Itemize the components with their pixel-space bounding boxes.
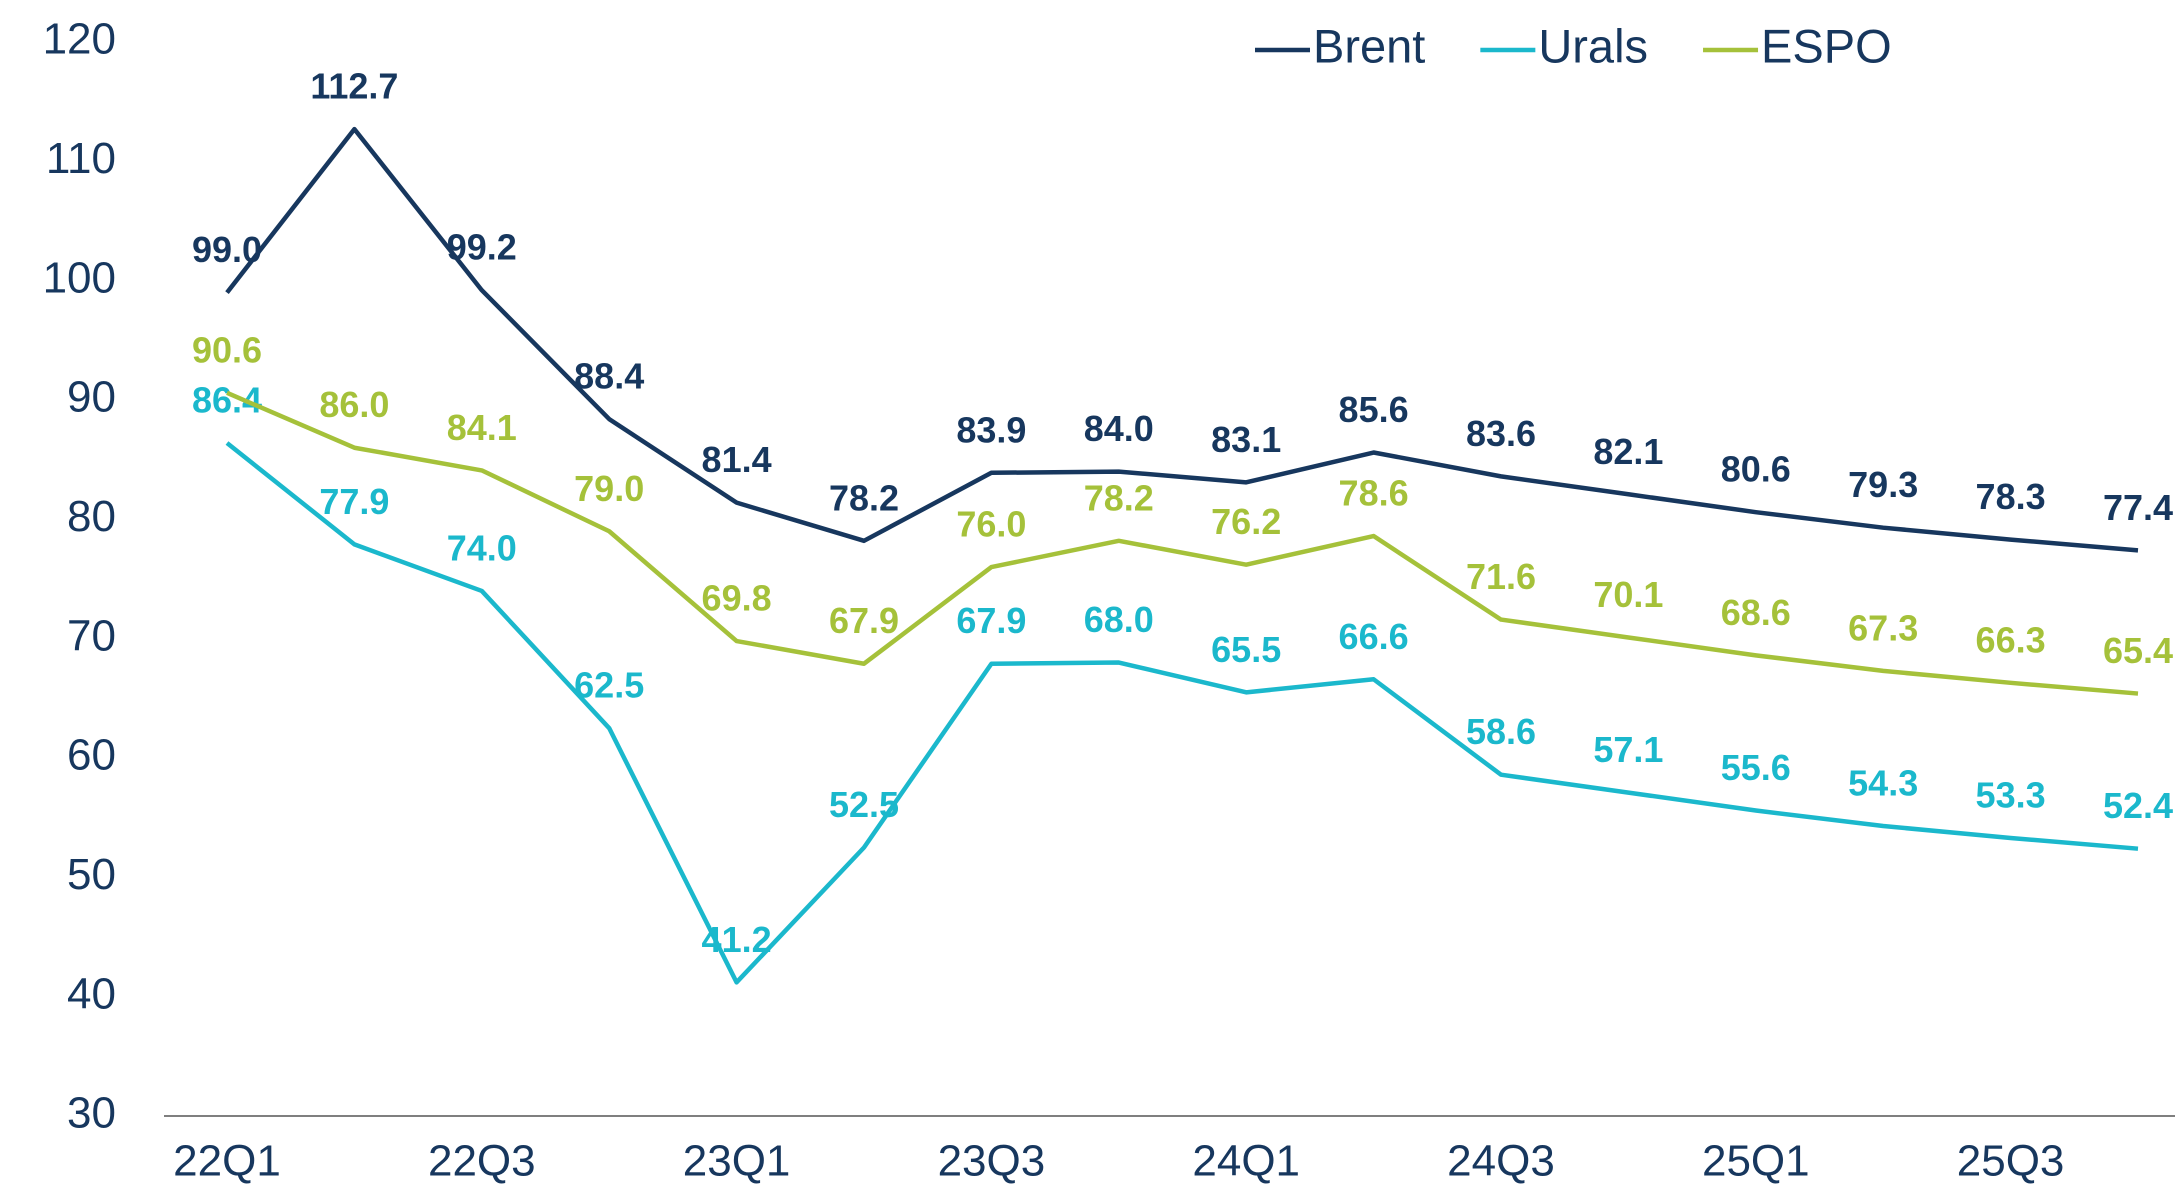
data-label: 82.1 xyxy=(1593,431,1663,472)
data-label: 77.4 xyxy=(2103,487,2173,528)
data-label: 81.4 xyxy=(702,439,772,480)
data-label: 76.2 xyxy=(1211,501,1281,542)
data-label: 99.0 xyxy=(192,229,262,270)
legend-label: Brent xyxy=(1313,19,1425,72)
data-label: 70.1 xyxy=(1593,574,1663,615)
line-series xyxy=(226,390,2139,696)
data-label: 86.4 xyxy=(192,379,262,420)
y-tick-label: 90 xyxy=(67,373,116,422)
x-tick-label: 23Q3 xyxy=(938,1137,1046,1186)
y-tick-label: 60 xyxy=(67,731,116,780)
data-label: 84.1 xyxy=(447,407,517,448)
data-label: 85.6 xyxy=(1339,389,1409,430)
data-label: 83.9 xyxy=(956,409,1026,450)
line-series xyxy=(225,126,2139,553)
data-label: 66.6 xyxy=(1339,616,1409,657)
y-tick-label: 110 xyxy=(46,134,116,183)
data-label: 78.3 xyxy=(1976,476,2046,517)
x-tick-label: 23Q1 xyxy=(683,1137,791,1186)
data-label: 69.8 xyxy=(702,578,772,619)
data-label: 74.0 xyxy=(447,527,517,568)
x-tick-label: 24Q3 xyxy=(1447,1137,1555,1186)
data-label: 79.0 xyxy=(574,468,644,509)
data-label: 57.1 xyxy=(1593,729,1663,770)
data-label: 58.6 xyxy=(1466,711,1536,752)
data-label: 78.2 xyxy=(1084,477,1154,518)
data-label: 79.3 xyxy=(1848,464,1918,505)
data-label: 52.5 xyxy=(829,784,899,825)
line-series xyxy=(225,441,2139,985)
x-tick-label: 22Q1 xyxy=(173,1137,281,1186)
data-label: 55.6 xyxy=(1721,747,1791,788)
data-label: 65.4 xyxy=(2103,630,2173,671)
data-label: 54.3 xyxy=(1848,763,1918,804)
data-label: 71.6 xyxy=(1466,556,1536,597)
y-tick-label: 70 xyxy=(67,611,116,660)
x-tick-label: 25Q3 xyxy=(1957,1137,2065,1186)
data-label: 90.6 xyxy=(192,329,262,370)
data-label: 68.0 xyxy=(1084,599,1154,640)
data-label: 77.9 xyxy=(319,481,389,522)
legend-label: Urals xyxy=(1538,19,1648,72)
y-tick-label: 100 xyxy=(43,253,116,302)
data-label: 67.9 xyxy=(956,600,1026,641)
data-label: 86.0 xyxy=(319,384,389,425)
data-label: 78.6 xyxy=(1339,473,1409,514)
data-label: 68.6 xyxy=(1721,592,1791,633)
data-label: 66.3 xyxy=(1976,619,2046,660)
y-tick-label: 120 xyxy=(43,15,116,64)
x-tick-label: 24Q1 xyxy=(1192,1137,1300,1186)
data-label: 53.3 xyxy=(1976,774,2046,815)
data-label: 112.7 xyxy=(310,66,398,107)
data-label: 99.2 xyxy=(447,227,517,268)
data-label: 65.5 xyxy=(1211,629,1281,670)
data-label: 41.2 xyxy=(702,919,772,960)
data-label: 67.9 xyxy=(829,600,899,641)
data-label: 52.4 xyxy=(2103,785,2173,826)
x-tick-label: 22Q3 xyxy=(428,1137,536,1186)
data-label: 80.6 xyxy=(1721,449,1791,490)
y-tick-label: 30 xyxy=(67,1089,116,1138)
data-label: 83.6 xyxy=(1466,413,1536,454)
y-tick-label: 80 xyxy=(67,492,116,541)
y-tick-label: 40 xyxy=(67,969,116,1018)
data-label: 84.0 xyxy=(1084,408,1154,449)
legend-label: ESPO xyxy=(1761,19,1892,72)
data-label: 78.2 xyxy=(829,477,899,518)
data-label: 67.3 xyxy=(1848,607,1918,648)
y-tick-label: 50 xyxy=(67,850,116,899)
data-label: 62.5 xyxy=(574,665,644,706)
data-label: 76.0 xyxy=(956,504,1026,545)
data-label: 83.1 xyxy=(1211,419,1281,460)
data-label: 88.4 xyxy=(574,356,644,397)
x-tick-label: 25Q1 xyxy=(1702,1137,1810,1186)
